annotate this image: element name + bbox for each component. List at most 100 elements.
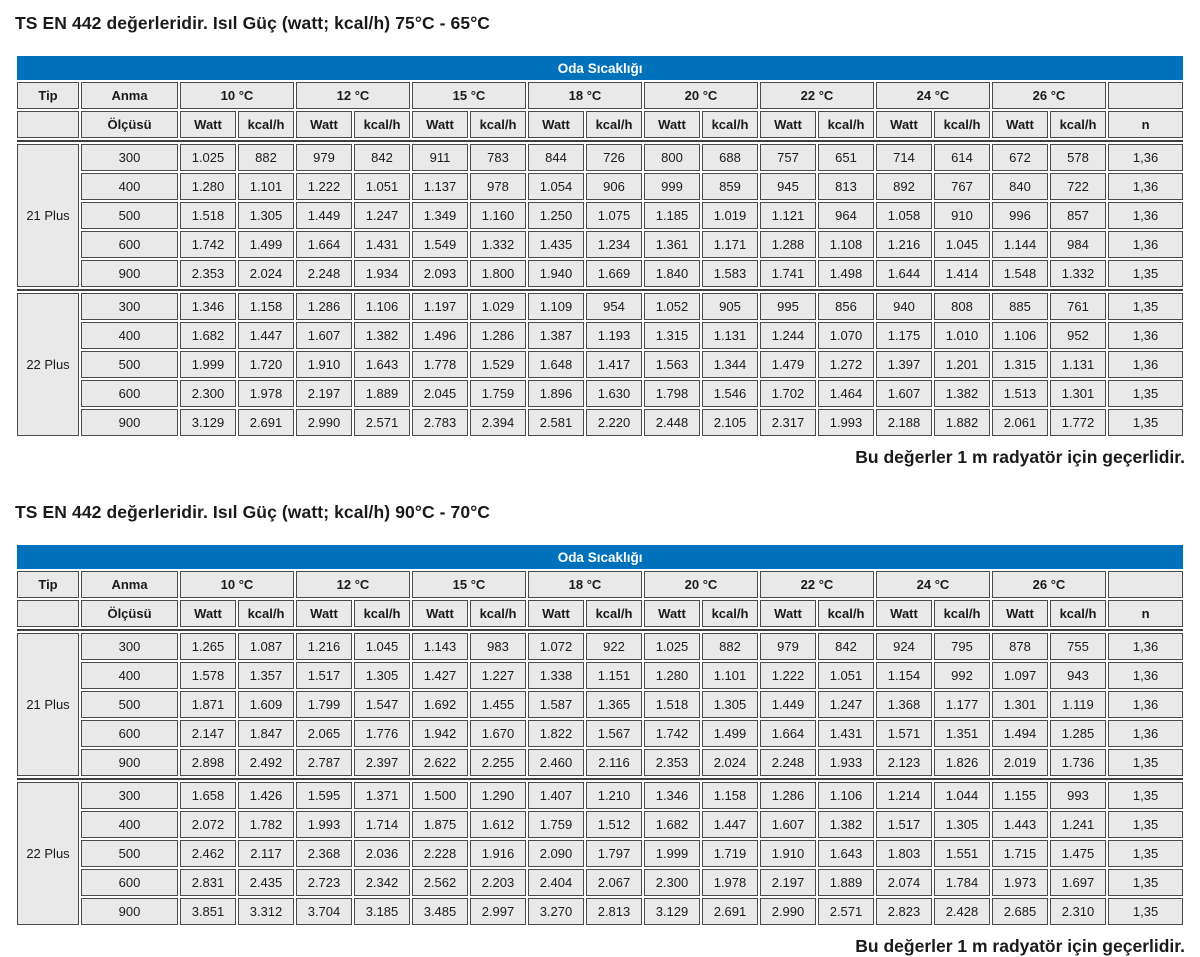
kcal-value-cell: 2.310 bbox=[1050, 898, 1106, 925]
watt-value-cell: 3.129 bbox=[180, 409, 236, 436]
kcal-value-cell: 1.332 bbox=[470, 231, 526, 258]
kcal-value-cell: 1.447 bbox=[702, 811, 758, 838]
kcal-value-cell: 1.272 bbox=[818, 351, 874, 378]
kcal-value-cell: 2.255 bbox=[470, 749, 526, 776]
col-header-n: n bbox=[1108, 600, 1184, 627]
col-header-temperature: 18 °C bbox=[528, 571, 642, 598]
kcal-value-cell: 992 bbox=[934, 662, 990, 689]
watt-value-cell: 2.019 bbox=[992, 749, 1048, 776]
kcal-value-cell: 1.305 bbox=[702, 691, 758, 718]
watt-value-cell: 2.093 bbox=[412, 260, 468, 287]
kcal-value-cell: 1.512 bbox=[586, 811, 642, 838]
kcal-value-cell: 2.105 bbox=[702, 409, 758, 436]
watt-value-cell: 2.248 bbox=[760, 749, 816, 776]
watt-value-cell: 924 bbox=[876, 633, 932, 660]
watt-value-cell: 2.353 bbox=[180, 260, 236, 287]
n-exponent-cell: 1,36 bbox=[1108, 322, 1184, 349]
kcal-value-cell: 1.332 bbox=[1050, 260, 1106, 287]
n-exponent-cell: 1,36 bbox=[1108, 691, 1184, 718]
watt-value-cell: 1.822 bbox=[528, 720, 584, 747]
kcal-value-cell: 1.227 bbox=[470, 662, 526, 689]
kcal-value-cell: 964 bbox=[818, 202, 874, 229]
table-row: 900 2.353 2.024 2.248 1.934 2.093 1.800 1.940 1.… bbox=[17, 260, 1184, 287]
kcal-value-cell: 882 bbox=[702, 633, 758, 660]
col-header-temperature: 18 °C bbox=[528, 82, 642, 109]
kcal-value-cell: 1.108 bbox=[818, 231, 874, 258]
col-header-kcal: kcal/h bbox=[702, 600, 758, 627]
watt-value-cell: 1.361 bbox=[644, 231, 700, 258]
watt-value-cell: 757 bbox=[760, 144, 816, 171]
kcal-value-cell: 1.087 bbox=[238, 633, 294, 660]
kcal-value-cell: 1.285 bbox=[1050, 720, 1106, 747]
kcal-value-cell: 1.045 bbox=[934, 231, 990, 258]
kcal-value-cell: 1.101 bbox=[238, 173, 294, 200]
watt-value-cell: 3.485 bbox=[412, 898, 468, 925]
watt-value-cell: 1.578 bbox=[180, 662, 236, 689]
kcal-value-cell: 2.397 bbox=[354, 749, 410, 776]
col-header-watt: Watt bbox=[992, 600, 1048, 627]
watt-value-cell: 1.449 bbox=[760, 691, 816, 718]
kcal-value-cell: 1.106 bbox=[818, 782, 874, 809]
kcal-value-cell: 1.426 bbox=[238, 782, 294, 809]
n-exponent-cell: 1,35 bbox=[1108, 782, 1184, 809]
kcal-value-cell: 1.889 bbox=[818, 869, 874, 896]
kcal-value-cell: 1.643 bbox=[354, 351, 410, 378]
watt-value-cell: 3.704 bbox=[296, 898, 352, 925]
n-exponent-cell: 1,36 bbox=[1108, 720, 1184, 747]
n-exponent-cell: 1,35 bbox=[1108, 380, 1184, 407]
col-header-olcusu: Ölçüsü bbox=[81, 111, 178, 138]
col-header-kcal: kcal/h bbox=[238, 111, 294, 138]
kcal-value-cell: 1.151 bbox=[586, 662, 642, 689]
n-exponent-cell: 1,35 bbox=[1108, 749, 1184, 776]
watt-value-cell: 1.315 bbox=[992, 351, 1048, 378]
group-separator bbox=[17, 140, 1184, 142]
kcal-value-cell: 1.567 bbox=[586, 720, 642, 747]
col-header-kcal: kcal/h bbox=[1050, 600, 1106, 627]
watt-value-cell: 1.216 bbox=[296, 633, 352, 660]
nominal-size-cell: 300 bbox=[81, 633, 178, 660]
watt-value-cell: 1.427 bbox=[412, 662, 468, 689]
kcal-value-cell: 1.529 bbox=[470, 351, 526, 378]
kcal-value-cell: 1.301 bbox=[1050, 380, 1106, 407]
watt-value-cell: 1.607 bbox=[876, 380, 932, 407]
kcal-value-cell: 1.499 bbox=[238, 231, 294, 258]
watt-value-cell: 1.368 bbox=[876, 691, 932, 718]
table-row: 21 Plus 300 1.025 882 979 842 911 783 844 726 800 6… bbox=[17, 144, 1184, 287]
watt-value-cell: 1.702 bbox=[760, 380, 816, 407]
watt-value-cell: 1.999 bbox=[180, 351, 236, 378]
watt-value-cell: 1.338 bbox=[528, 662, 584, 689]
kcal-value-cell: 2.117 bbox=[238, 840, 294, 867]
group-separator bbox=[17, 289, 1184, 291]
nominal-size-cell: 400 bbox=[81, 173, 178, 200]
watt-value-cell: 1.682 bbox=[180, 322, 236, 349]
col-header-kcal: kcal/h bbox=[818, 111, 874, 138]
watt-value-cell: 1.155 bbox=[992, 782, 1048, 809]
watt-value-cell: 1.197 bbox=[412, 293, 468, 320]
kcal-value-cell: 1.776 bbox=[354, 720, 410, 747]
kcal-value-cell: 1.993 bbox=[818, 409, 874, 436]
kcal-value-cell: 952 bbox=[1050, 322, 1106, 349]
col-header-watt: Watt bbox=[412, 111, 468, 138]
n-exponent-cell: 1,36 bbox=[1108, 202, 1184, 229]
col-header-watt: Watt bbox=[760, 111, 816, 138]
kcal-value-cell: 1.382 bbox=[818, 811, 874, 838]
radiator-type-cell: 21 Plus bbox=[17, 144, 79, 287]
watt-value-cell: 1.315 bbox=[644, 322, 700, 349]
watt-value-cell: 1.185 bbox=[644, 202, 700, 229]
watt-value-cell: 1.443 bbox=[992, 811, 1048, 838]
watt-value-cell: 3.851 bbox=[180, 898, 236, 925]
nominal-size-cell: 500 bbox=[81, 691, 178, 718]
watt-value-cell: 1.513 bbox=[992, 380, 1048, 407]
kcal-value-cell: 1.934 bbox=[354, 260, 410, 287]
kcal-value-cell: 808 bbox=[934, 293, 990, 320]
watt-value-cell: 2.061 bbox=[992, 409, 1048, 436]
col-header-tip-spacer bbox=[17, 111, 79, 138]
kcal-value-cell: 1.234 bbox=[586, 231, 642, 258]
kcal-value-cell: 614 bbox=[934, 144, 990, 171]
kcal-value-cell: 1.455 bbox=[470, 691, 526, 718]
n-exponent-cell: 1,35 bbox=[1108, 260, 1184, 287]
watt-value-cell: 2.197 bbox=[296, 380, 352, 407]
radiator-type-cell: 22 Plus bbox=[17, 293, 79, 436]
watt-value-cell: 1.121 bbox=[760, 202, 816, 229]
watt-value-cell: 1.387 bbox=[528, 322, 584, 349]
